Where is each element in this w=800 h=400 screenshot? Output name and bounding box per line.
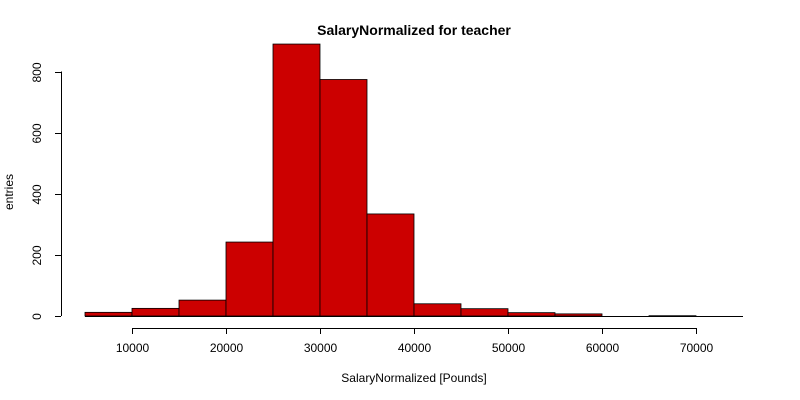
x-tick-label-4: 50000 [492,341,526,355]
y-tick-label-1: 200 [30,245,44,265]
y-axis: 0 200 400 600 800 [30,62,62,320]
y-axis-label: entries [2,174,16,210]
x-tick-label-0: 10000 [116,341,150,355]
histogram-bar-2 [178,299,227,317]
x-axis-label: SalaryNormalized [Pounds] [341,371,486,385]
y-tick-label-2: 400 [30,184,44,204]
histogram-bar-5 [319,79,368,317]
y-tick-label-4: 800 [30,62,44,82]
x-tick-label-1: 20000 [210,341,244,355]
histogram-bar-4 [272,43,321,317]
histogram-bar-0 [84,311,133,317]
x-axis: 10000 20000 30000 40000 50000 60000 70000 [116,328,714,355]
histogram-bar-10 [554,313,603,317]
histogram-bar-9 [507,312,556,317]
bars-group [84,43,743,317]
histogram-bar-8 [460,308,509,317]
x-tick-label-2: 30000 [304,341,338,355]
histogram-bar-3 [225,241,274,317]
x-tick-label-5: 60000 [586,341,620,355]
histogram-bar-7 [413,303,462,317]
histogram-bar-1 [131,307,180,317]
y-tick-label-3: 600 [30,123,44,143]
x-tick-label-6: 70000 [680,341,714,355]
x-tick-label-3: 40000 [398,341,432,355]
y-tick-label-0: 0 [30,313,44,320]
chart-title: SalaryNormalized for teacher [317,22,511,38]
histogram-bar-6 [366,213,415,317]
